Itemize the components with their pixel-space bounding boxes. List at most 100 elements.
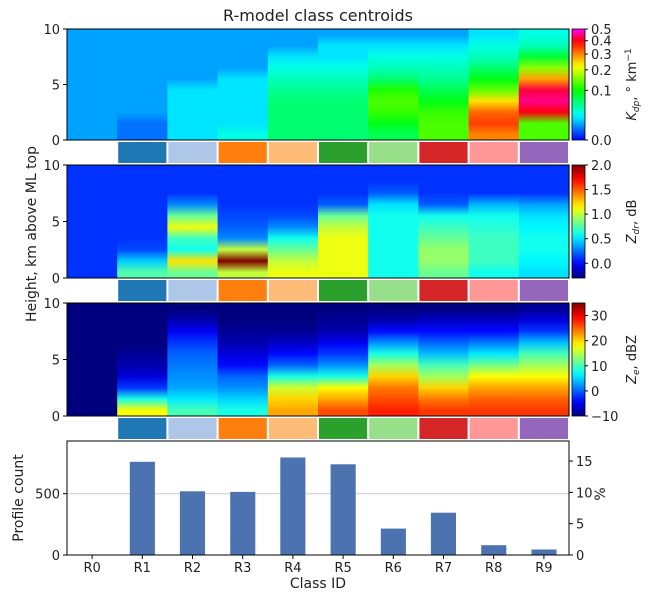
bar-r4: [280, 457, 306, 555]
x-tick-label: R4: [284, 561, 301, 576]
panel-ze: 0 5 10 −10 0 10 20 30 Ze, dBZ: [43, 297, 642, 439]
class-swatch-r4: [268, 142, 317, 163]
class-swatch-r3: [218, 142, 267, 163]
class-swatch-r6: [369, 142, 418, 163]
heatmap-column-r6: [368, 303, 419, 416]
bar-r1: [129, 461, 155, 555]
right-y-tick-label: 5: [576, 518, 584, 533]
heatmap-column-r4: [267, 303, 319, 416]
colorbar-frame: [571, 164, 586, 279]
class-swatch-r6: [369, 280, 418, 301]
colorbar-gradient: [572, 29, 585, 140]
x-tick-label: R0: [83, 561, 100, 576]
class-swatch-r4: [268, 280, 317, 301]
heatmap-column-r1: [117, 303, 168, 416]
bar-r5: [330, 464, 356, 555]
class-swatch-r7: [419, 142, 468, 163]
y-tick-label: 500: [35, 488, 60, 503]
x-tick-label: R6: [385, 561, 402, 576]
colorbar-label: Zdr, dB: [625, 200, 642, 245]
class-swatch-r0: [68, 280, 117, 301]
shared-y-axis-label: Height, km above ML top: [24, 146, 40, 322]
y-tick-label: 0: [52, 549, 60, 564]
heatmap-column-r5: [318, 303, 369, 416]
class-swatch-r0: [68, 142, 117, 163]
x-axis-label: Class ID: [290, 576, 346, 592]
colorbar-frame: [571, 28, 586, 141]
heatmap-column-r9: [518, 303, 570, 416]
heatmap-column-r2: [167, 165, 219, 278]
colorbar-gradient: [572, 303, 585, 416]
y-tick-label: 10: [43, 297, 60, 312]
heatmap-column-r9: [518, 29, 570, 140]
right-y-tick-label: 0: [576, 549, 584, 564]
colorbar-zdr: 0.0 0.5 1.0 1.5 2.0 Zdr, dB: [571, 159, 642, 279]
heatmap-column-r2: [167, 303, 219, 416]
panel-zdr: 0 5 10 0.0 0.5 1.0 1.5 2.0 Zdr, dB: [43, 159, 642, 301]
x-tick-label: R3: [234, 561, 251, 576]
heatmap-column-r7: [418, 165, 470, 278]
colorbar-ze: −10 0 10 20 30 Ze, dBZ: [571, 302, 642, 425]
colorbar-gradient: [572, 165, 585, 278]
class-swatch-r2: [168, 142, 217, 163]
bar-y-axis-label: Profile count: [11, 454, 27, 542]
class-swatch-r6: [369, 418, 418, 439]
heatmap-column-r1: [117, 165, 168, 278]
bar-r9: [531, 549, 557, 555]
class-swatch-r5: [319, 142, 368, 163]
colorbar-tick-label: 0.5: [591, 233, 612, 248]
colorbar-tick-label: 1.0: [591, 208, 612, 223]
colorbar-tick-label: 20: [591, 335, 608, 350]
heatmap-column-r0: [67, 303, 118, 416]
class-swatch-r9: [519, 280, 568, 301]
class-swatch-r3: [218, 280, 267, 301]
class-swatch-r9: [519, 142, 568, 163]
colorbar-tick-label: −10: [591, 410, 618, 425]
class-swatch-r0: [68, 418, 117, 439]
heatmap-column-r3: [217, 29, 269, 140]
y-tick-label: 10: [43, 159, 60, 174]
y-tick-label: 0: [52, 272, 60, 287]
heatmap-column-r4: [267, 29, 319, 140]
class-swatch-r1: [118, 280, 167, 301]
class-swatch-r9: [519, 418, 568, 439]
x-tick-label: R7: [435, 561, 452, 576]
heatmap-column-r3: [217, 165, 269, 278]
heatmap-column-r3: [217, 303, 269, 416]
heatmap-column-r5: [318, 29, 369, 140]
y-tick-label: 10: [43, 23, 60, 38]
right-y-tick-label: 15: [576, 455, 593, 470]
heatmap-column-r0: [67, 165, 118, 278]
bar-r3: [230, 491, 256, 555]
y-tick-label: 5: [52, 216, 60, 231]
class-swatch-r8: [469, 280, 518, 301]
chart-title: R-model class centroids: [223, 6, 413, 25]
bar-r2: [179, 491, 205, 555]
class-swatch-r2: [168, 280, 217, 301]
bar-r6: [380, 528, 406, 555]
heatmap-column-r4: [267, 165, 319, 278]
bar-r8: [481, 545, 507, 555]
heatmap-column-r9: [518, 165, 570, 278]
heatmap-column-r7: [418, 29, 470, 140]
heatmap-column-r2: [167, 29, 219, 140]
colorbar-label: Kdp, ° km−1: [624, 48, 642, 120]
y-tick-label: 0: [52, 410, 60, 425]
class-swatch-r5: [319, 418, 368, 439]
class-swatch-r2: [168, 418, 217, 439]
colorbar-tick-label: 0.2: [591, 64, 612, 79]
bar-plot-frame: [66, 440, 570, 556]
x-tick-label: R1: [134, 561, 151, 576]
colorbar-tick-label: 30: [591, 310, 608, 325]
colorbar-tick-label: 2.0: [591, 159, 612, 174]
colorbar-tick-label: 0.4: [591, 35, 612, 50]
x-tick-label: R8: [485, 561, 502, 576]
heatmap-column-r8: [468, 29, 520, 140]
x-tick-label: R2: [184, 561, 201, 576]
class-swatch-r7: [419, 418, 468, 439]
heatmap-column-r6: [368, 29, 419, 140]
x-tick-label: R5: [334, 561, 351, 576]
colorbar-tick-label: 0.0: [591, 134, 612, 149]
colorbar-kdp: 0.0 0.1 0.20.30.40.5 Kdp, ° km−1: [571, 23, 642, 149]
